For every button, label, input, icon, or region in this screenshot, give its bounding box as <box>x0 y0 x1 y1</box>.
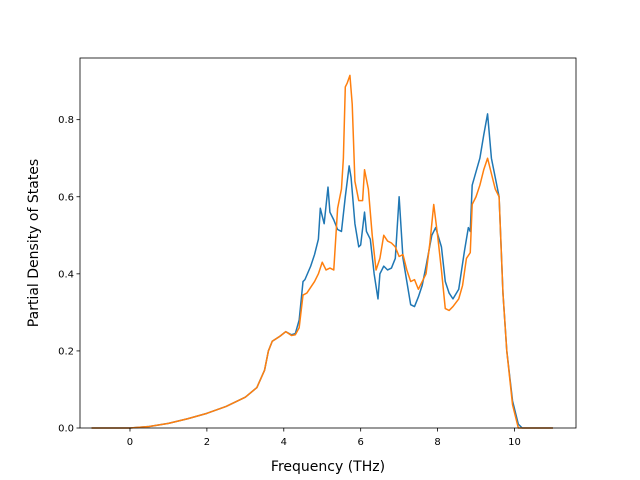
y-tick-label: 0.4 <box>58 269 74 280</box>
x-tick-label: 10 <box>508 437 521 448</box>
plot-frame <box>79 57 577 429</box>
series-line-2 <box>91 74 553 429</box>
series-layer <box>91 74 553 429</box>
y-tick-label: 0.8 <box>58 115 74 126</box>
x-tick-label: 4 <box>281 437 287 448</box>
y-axis-ticks: 0.0 0.2 0.4 0.6 0.8 <box>58 115 80 435</box>
x-tick-label: 8 <box>434 437 440 448</box>
x-tick-label: 6 <box>357 437 363 448</box>
y-tick-label: 0.6 <box>58 192 74 203</box>
y-tick-label: 0.2 <box>58 346 74 357</box>
x-tick-label: 0 <box>127 437 133 448</box>
x-axis-ticks: 0 2 4 6 8 10 <box>127 428 521 448</box>
plot-area <box>80 58 576 428</box>
x-axis-label: Frequency (THz) <box>271 459 385 475</box>
y-tick-label: 0.0 <box>58 424 74 435</box>
x-tick-label: 2 <box>204 437 210 448</box>
y-axis-label: Partial Density of States <box>26 159 42 327</box>
